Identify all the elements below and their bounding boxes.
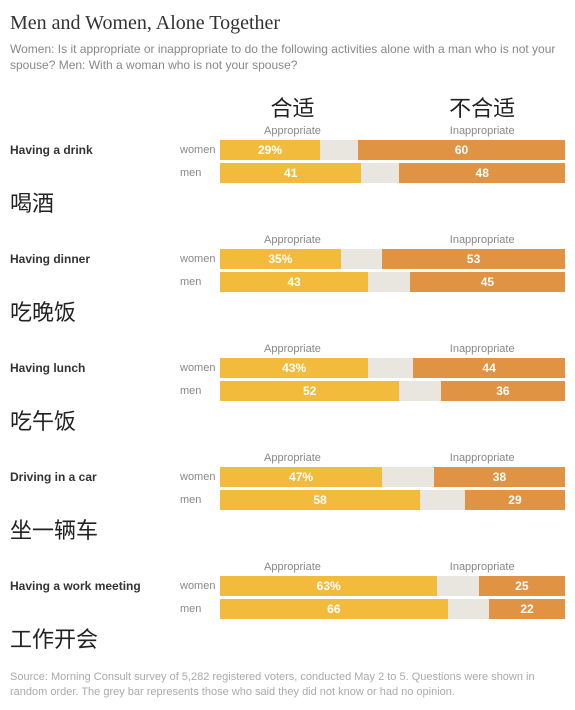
bar-inappropriate: 44 [413, 358, 565, 378]
bar-row: men52 36 [10, 381, 565, 401]
mini-label-inappropriate: Inappropriate [399, 561, 565, 573]
gender-label: women [180, 471, 220, 483]
gender-label: men [180, 603, 220, 615]
mini-label-inappropriate: Inappropriate [399, 452, 565, 464]
header-appropriate-en: Appropriate [220, 125, 365, 137]
gender-label: men [180, 494, 220, 506]
bar-appropriate: 35% [220, 249, 341, 269]
mini-column-labels: Appropriate Inappropriate [10, 234, 565, 246]
bar-track: 47% 38 [220, 467, 565, 487]
mini-column-labels: Appropriate Inappropriate [10, 561, 565, 573]
bar-track: 35% 53 [220, 249, 565, 269]
bar-row: men41 48 [10, 163, 565, 183]
header-appropriate-cjk: 合适 [220, 91, 365, 123]
gender-label: women [180, 144, 220, 156]
mini-label-appropriate: Appropriate [220, 343, 365, 355]
activity-label-en: Driving in a car [10, 470, 180, 484]
bar-appropriate: 58 [220, 490, 420, 510]
bar-appropriate: 63% [220, 576, 437, 596]
source-note: Source: Morning Consult survey of 5,282 … [10, 670, 565, 700]
bar-row: Driving in a carwomen47% 38 [10, 467, 565, 487]
bar-inappropriate: 48 [399, 163, 565, 183]
bar-inappropriate: 25 [479, 576, 565, 596]
bar-inappropriate: 45 [410, 272, 565, 292]
activity-label-cjk: 工作开会 [10, 622, 565, 654]
bar-track: 41 48 [220, 163, 565, 183]
bar-track: 63% 25 [220, 576, 565, 596]
bar-appropriate: 43 [220, 272, 368, 292]
gender-label: men [180, 276, 220, 288]
bar-row: men66 22 [10, 599, 565, 619]
bar-inappropriate: 38 [434, 467, 565, 487]
mini-label-inappropriate: Inappropriate [399, 234, 565, 246]
activity-block: Appropriate Inappropriate Having lunchwome… [10, 343, 565, 436]
bar-appropriate: 43% [220, 358, 368, 378]
header-inappropriate-cjk: 不合适 [399, 91, 565, 123]
bar-track: 43% 44 [220, 358, 565, 378]
activity-label-cjk: 喝酒 [10, 186, 565, 218]
bar-appropriate: 29% [220, 140, 320, 160]
bar-appropriate: 52 [220, 381, 399, 401]
activities-container: Having a drinkwomen29%60men4148喝酒Appropr… [10, 140, 565, 654]
activity-label-en: Having dinner [10, 252, 180, 266]
header-inappropriate-en: Inappropriate [399, 125, 565, 137]
bar-row: Having dinnerwomen35% 53 [10, 249, 565, 269]
bar-row: Having a work meetingwomen63% 25 [10, 576, 565, 596]
activity-label-cjk: 坐一辆车 [10, 513, 565, 545]
bar-inappropriate: 36 [441, 381, 565, 401]
bar-inappropriate: 53 [382, 249, 565, 269]
activity-label-en: Having a work meeting [10, 579, 180, 593]
bar-track: 58 29 [220, 490, 565, 510]
mini-label-appropriate: Appropriate [220, 234, 365, 246]
gender-label: women [180, 362, 220, 374]
chart-title: Men and Women, Alone Together [10, 12, 565, 35]
gender-label: men [180, 167, 220, 179]
activity-block: Appropriate Inappropriate Having dinnerwom… [10, 234, 565, 327]
gender-label: women [180, 253, 220, 265]
bar-track: 43 45 [220, 272, 565, 292]
activity-block: Appropriate Inappropriate Driving in a car… [10, 452, 565, 545]
bar-track: 66 22 [220, 599, 565, 619]
mini-column-labels: Appropriate Inappropriate [10, 452, 565, 464]
bar-inappropriate: 29 [465, 490, 565, 510]
bar-row: men43 45 [10, 272, 565, 292]
gender-label: women [180, 580, 220, 592]
bar-track: 29% 60 [220, 140, 565, 160]
gender-label: men [180, 385, 220, 397]
bar-appropriate: 41 [220, 163, 361, 183]
activity-label-en: Having lunch [10, 361, 180, 375]
column-header-row: 合适 Appropriate 不合适 Inappropriate [10, 91, 565, 137]
bar-appropriate: 66 [220, 599, 448, 619]
bar-row: Having lunchwomen43% 44 [10, 358, 565, 378]
mini-label-appropriate: Appropriate [220, 561, 365, 573]
bar-inappropriate: 22 [489, 599, 565, 619]
chart-subtitle: Women: Is it appropriate or inappropriat… [10, 41, 565, 73]
mini-column-labels: Appropriate Inappropriate [10, 343, 565, 355]
bar-inappropriate: 60 [358, 140, 565, 160]
activity-label-en: Having a drink [10, 143, 180, 157]
bar-row: Having a drinkwomen29% 60 [10, 140, 565, 160]
mini-label-appropriate: Appropriate [220, 452, 365, 464]
bar-appropriate: 47% [220, 467, 382, 487]
activity-block: Appropriate Inappropriate Having a work me… [10, 561, 565, 654]
activity-label-cjk: 吃晚饭 [10, 295, 565, 327]
activity-label-cjk: 吃午饭 [10, 404, 565, 436]
bar-track: 52 36 [220, 381, 565, 401]
bar-row: men58 29 [10, 490, 565, 510]
mini-label-inappropriate: Inappropriate [399, 343, 565, 355]
activity-block: Having a drinkwomen29% 60 men41 48 喝酒 [10, 140, 565, 218]
